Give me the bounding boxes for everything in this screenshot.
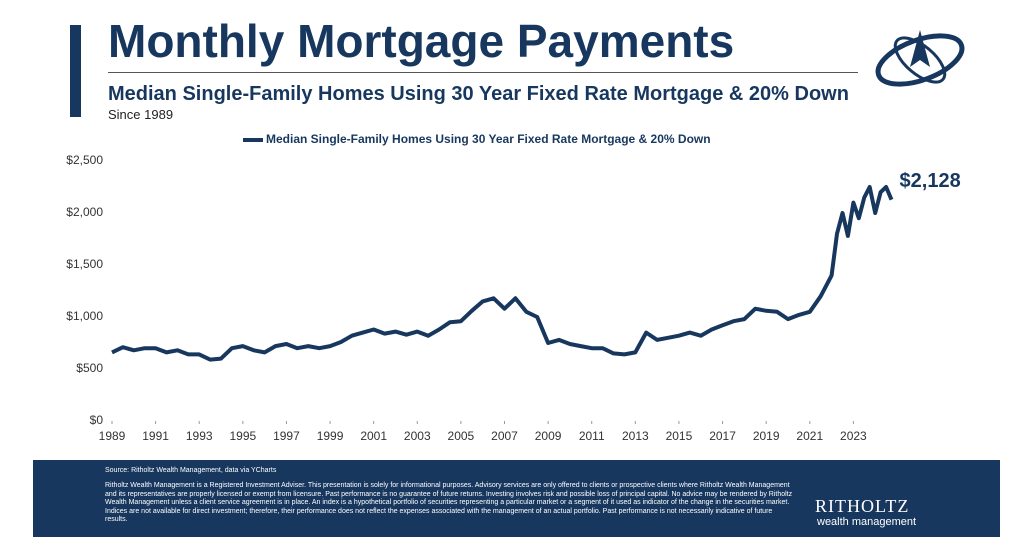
logo-name: RITHOLTZ — [815, 496, 910, 516]
x-tick-label: 2015 — [666, 429, 693, 443]
x-tick-label: 2013 — [622, 429, 649, 443]
x-tick-label: 2007 — [491, 429, 518, 443]
footer: Source: Ritholtz Wealth Management, data… — [33, 460, 1000, 537]
annotation: $2,128 — [900, 170, 961, 192]
x-tick-label: 2017 — [709, 429, 736, 443]
y-tick-label: $500 — [76, 361, 103, 375]
line — [111, 185, 894, 362]
subtitle: Median Single-Family Homes Using 30 Year… — [108, 83, 849, 105]
x-tick-label: 1997 — [273, 429, 300, 443]
legend-label: Median Single-Family Homes Using 30 Year… — [266, 132, 711, 146]
x-tick-label: 2005 — [448, 429, 475, 443]
note: Since 1989 — [108, 107, 174, 122]
chart: $0 $500 $1,000 $1,500 $2,000 $2,500 1989 1991 19… — [66, 132, 961, 443]
x-tick-label: 2003 — [404, 429, 431, 443]
x-tick-label: 1995 — [229, 429, 256, 443]
x-tick-label: 1999 — [317, 429, 344, 443]
x-tick-label: 2023 — [840, 429, 867, 443]
x-tick-label: 2021 — [796, 429, 823, 443]
source: Source: Ritholtz Wealth Management, data… — [105, 467, 277, 474]
y-tick-label: $2,000 — [66, 205, 103, 219]
x-tick-label: 1989 — [99, 429, 126, 443]
y-tick-label: $2,500 — [66, 153, 103, 167]
x-tick-label: 2001 — [360, 429, 387, 443]
logo-tagline: wealth management — [817, 516, 917, 528]
x-tick-label: 1991 — [142, 429, 169, 443]
y-tick-label: $1,500 — [66, 257, 103, 271]
accent-bar — [70, 25, 81, 117]
x-tick-label: 1993 — [186, 429, 213, 443]
y-tick-label: $1,000 — [66, 309, 103, 323]
x-tick-label: 2009 — [535, 429, 562, 443]
x-tick-label: 2019 — [753, 429, 780, 443]
title: Monthly Mortgage Payments — [108, 15, 735, 67]
title-rule — [108, 72, 858, 73]
y-tick-label: $0 — [90, 413, 104, 427]
x-tick-label: 2011 — [579, 429, 605, 443]
disclaimer: Ritholtz Wealth Management is a Register… — [105, 482, 793, 524]
logo-icon — [875, 30, 965, 87]
